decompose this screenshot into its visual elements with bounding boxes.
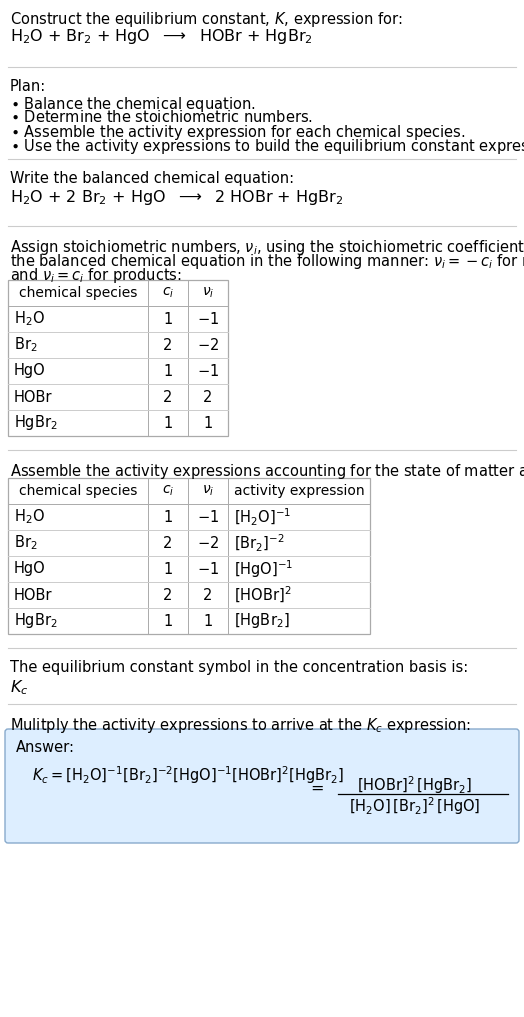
Text: 2: 2: [203, 588, 213, 602]
Text: H$_2$O: H$_2$O: [14, 309, 45, 328]
Text: 1: 1: [163, 416, 172, 430]
Text: Assemble the activity expressions accounting for the state of matter and $\nu_i$: Assemble the activity expressions accoun…: [10, 462, 524, 481]
Text: $c_i$: $c_i$: [162, 286, 174, 300]
Text: $\bullet$ Balance the chemical equation.: $\bullet$ Balance the chemical equation.: [10, 95, 255, 114]
Text: $\nu_i$: $\nu_i$: [202, 484, 214, 498]
Text: 1: 1: [203, 416, 213, 430]
Text: $[\mathrm{H_2O}] \, [\mathrm{Br_2}]^2 \, [\mathrm{HgO}]$: $[\mathrm{H_2O}] \, [\mathrm{Br_2}]^2 \,…: [350, 795, 481, 817]
Text: chemical species: chemical species: [19, 484, 137, 498]
Text: Construct the equilibrium constant, $K$, expression for:: Construct the equilibrium constant, $K$,…: [10, 10, 402, 29]
Text: $-1$: $-1$: [197, 561, 219, 577]
Text: $[\mathrm{H_2O}]^{-1}$: $[\mathrm{H_2O}]^{-1}$: [234, 506, 291, 528]
Text: the balanced chemical equation in the following manner: $\nu_i = -c_i$ for react: the balanced chemical equation in the fo…: [10, 252, 524, 271]
Text: =: =: [310, 780, 323, 795]
Text: $[\mathrm{Br_2}]^{-2}$: $[\mathrm{Br_2}]^{-2}$: [234, 533, 285, 553]
Text: 1: 1: [163, 311, 172, 326]
Text: Write the balanced chemical equation:: Write the balanced chemical equation:: [10, 171, 294, 186]
Text: chemical species: chemical species: [19, 286, 137, 300]
Text: Plan:: Plan:: [10, 79, 46, 94]
Text: $[\mathrm{HOBr}]^{2}$: $[\mathrm{HOBr}]^{2}$: [234, 585, 291, 605]
Text: HgBr$_2$: HgBr$_2$: [14, 611, 58, 631]
Text: and $\nu_i = c_i$ for products:: and $\nu_i = c_i$ for products:: [10, 266, 182, 285]
Text: Mulitply the activity expressions to arrive at the $K_c$ expression:: Mulitply the activity expressions to arr…: [10, 716, 471, 735]
Text: 2: 2: [163, 338, 173, 353]
Text: H$_2$O: H$_2$O: [14, 507, 45, 527]
FancyBboxPatch shape: [5, 729, 519, 843]
Text: Answer:: Answer:: [16, 740, 75, 755]
Bar: [8, 280, 228, 436]
Text: 1: 1: [163, 613, 172, 629]
Text: $\mathit{K_c}$: $\mathit{K_c}$: [10, 678, 28, 697]
Text: $-2$: $-2$: [197, 337, 219, 353]
Text: 1: 1: [163, 363, 172, 378]
Text: H$_2$O + 2 Br$_2$ + HgO  $\longrightarrow$  2 HOBr + HgBr$_2$: H$_2$O + 2 Br$_2$ + HgO $\longrightarrow…: [10, 188, 343, 207]
Text: $-1$: $-1$: [197, 311, 219, 327]
Text: HgO: HgO: [14, 561, 46, 577]
Text: $c_i$: $c_i$: [162, 484, 174, 498]
Text: $-1$: $-1$: [197, 508, 219, 525]
Text: HgO: HgO: [14, 363, 46, 378]
Text: Br$_2$: Br$_2$: [14, 336, 38, 354]
Text: H$_2$O + Br$_2$ + HgO  $\longrightarrow$  HOBr + HgBr$_2$: H$_2$O + Br$_2$ + HgO $\longrightarrow$ …: [10, 27, 313, 46]
Text: $K_c = [\mathrm{H_2O}]^{-1} [\mathrm{Br_2}]^{-2} [\mathrm{HgO}]^{-1} [\mathrm{HO: $K_c = [\mathrm{H_2O}]^{-1} [\mathrm{Br_…: [32, 764, 344, 786]
Text: 2: 2: [163, 390, 173, 405]
Text: $\bullet$ Assemble the activity expression for each chemical species.: $\bullet$ Assemble the activity expressi…: [10, 123, 465, 142]
Text: 2: 2: [163, 588, 173, 602]
Text: 1: 1: [163, 510, 172, 525]
Text: 2: 2: [163, 536, 173, 550]
Text: $[\mathrm{HgO}]^{-1}$: $[\mathrm{HgO}]^{-1}$: [234, 558, 293, 580]
Text: $\bullet$ Determine the stoichiometric numbers.: $\bullet$ Determine the stoichiometric n…: [10, 109, 313, 125]
Text: HOBr: HOBr: [14, 588, 52, 602]
Text: Br$_2$: Br$_2$: [14, 534, 38, 552]
Text: $[\mathrm{HgBr_2}]$: $[\mathrm{HgBr_2}]$: [234, 611, 290, 631]
Text: $\nu_i$: $\nu_i$: [202, 286, 214, 300]
Text: The equilibrium constant symbol in the concentration basis is:: The equilibrium constant symbol in the c…: [10, 660, 468, 675]
Bar: [8, 478, 370, 634]
Text: HOBr: HOBr: [14, 390, 52, 405]
Text: $\bullet$ Use the activity expressions to build the equilibrium constant express: $\bullet$ Use the activity expressions t…: [10, 137, 524, 156]
Text: Assign stoichiometric numbers, $\nu_i$, using the stoichiometric coefficients, $: Assign stoichiometric numbers, $\nu_i$, …: [10, 238, 524, 257]
Text: 1: 1: [163, 561, 172, 577]
Text: HgBr$_2$: HgBr$_2$: [14, 414, 58, 432]
Text: $[\mathrm{HOBr}]^2 \, [\mathrm{HgBr_2}]$: $[\mathrm{HOBr}]^2 \, [\mathrm{HgBr_2}]$: [357, 774, 473, 795]
Text: activity expression: activity expression: [234, 484, 364, 498]
Text: 2: 2: [203, 390, 213, 405]
Text: $-2$: $-2$: [197, 535, 219, 551]
Text: 1: 1: [203, 613, 213, 629]
Text: $-1$: $-1$: [197, 363, 219, 379]
